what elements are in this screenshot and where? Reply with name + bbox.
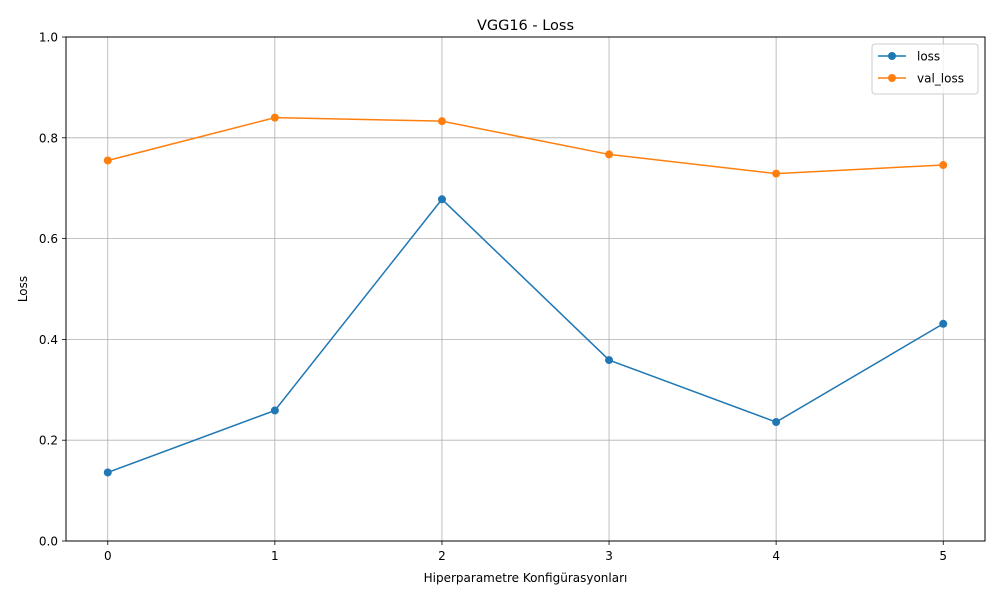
data-point [772,418,781,427]
series-loss [103,195,948,477]
data-point [103,156,112,165]
data-point [605,150,614,159]
data-point [939,161,948,170]
y-tick-label: 0.0 [39,535,58,549]
data-point [103,468,112,477]
x-tick-label: 2 [438,549,446,563]
legend-item: val_loss [878,72,964,86]
series-line [107,116,944,175]
legend-label: loss [917,50,940,64]
y-axis-title: Loss [16,276,30,302]
legend-marker [888,52,896,60]
legend-label: val_loss [917,72,964,86]
x-tick-label: 3 [605,549,613,563]
x-tick-label: 0 [104,549,112,563]
y-tick-label: 0.4 [39,333,58,347]
y-tick-label: 0.8 [39,131,58,145]
x-tick-label: 1 [271,549,279,563]
y-tick-label: 0.2 [39,434,58,448]
series-line [107,198,944,474]
y-tick-label: 0.6 [39,232,58,246]
legend-item: loss [878,50,940,64]
x-tick-label: 5 [939,549,947,563]
data-point [939,319,948,328]
legend: loss val_loss [871,43,979,95]
data-point [437,117,446,126]
data-point [772,169,781,178]
y-tick-label: 1.0 [39,31,58,45]
series-val-loss [103,113,948,178]
series [103,113,948,477]
chart-title: VGG16 - Loss [477,18,574,34]
data-point [270,113,279,122]
x-axis-title: Hiperparametre Konfigürasyonları [424,571,628,585]
data-point [270,406,279,415]
data-point [605,356,614,365]
data-point [437,195,446,204]
legend-marker [888,74,896,82]
x-tick-label: 4 [772,549,780,563]
axis-ticks: 0 1 2 3 4 5 0.0 0.2 0.4 0.6 0.8 1.0 [39,31,947,564]
plot-frame [65,36,986,542]
